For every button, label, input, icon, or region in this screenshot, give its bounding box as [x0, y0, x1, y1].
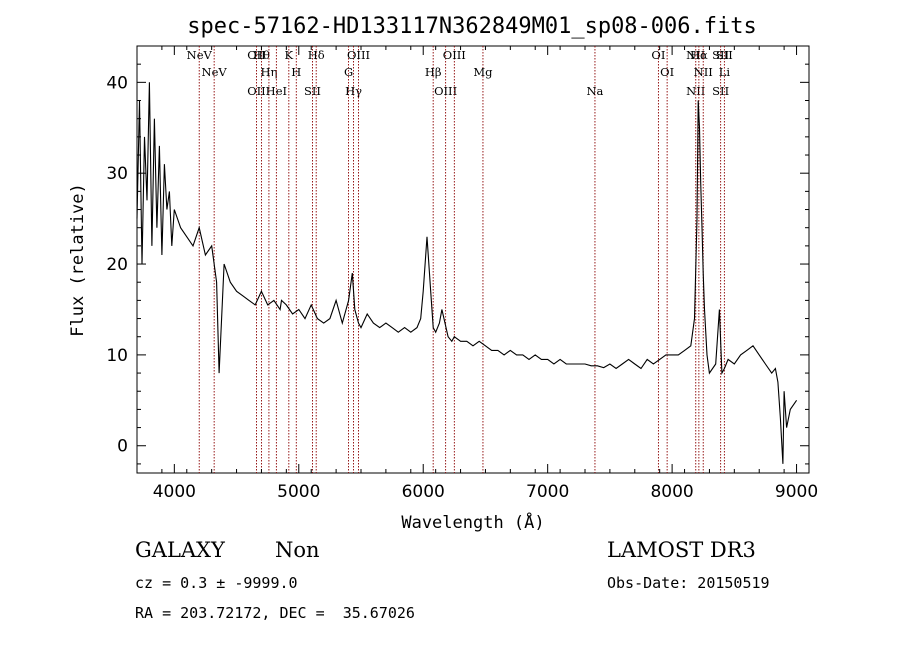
line-marker-label: SII	[712, 84, 729, 98]
line-marker-label: Hα	[690, 48, 708, 62]
x-tick-label: 9000	[775, 482, 818, 502]
line-marker-label: SII	[712, 48, 729, 62]
line-marker-label: K	[285, 48, 294, 62]
object-class: GALAXY	[135, 538, 225, 562]
y-tick-label: 10	[106, 346, 128, 366]
line-marker-label: OIII	[434, 84, 457, 98]
x-tick-label: 4000	[153, 482, 196, 502]
x-tick-label: 5000	[277, 482, 320, 502]
line-marker-label: HeI	[266, 84, 287, 98]
plot-frame	[136, 45, 810, 474]
line-marker-label: G	[344, 65, 353, 79]
x-tick-label: 6000	[402, 482, 445, 502]
line-marker-label: NII	[686, 48, 705, 62]
line-marker-label: Hθ	[253, 48, 270, 62]
line-marker-label: NeV	[202, 65, 228, 79]
x-axis-label: Wavelength (Å)	[401, 511, 544, 533]
line-marker-label: Hδ	[308, 48, 325, 62]
x-tick-label: 7000	[526, 482, 569, 502]
line-marker-label: NeV	[187, 48, 213, 62]
y-tick-label: 30	[106, 164, 128, 184]
coordinates-line: RA = 203.72172, DEC = 35.67026	[135, 604, 415, 622]
line-marker-label: Hγ	[345, 84, 362, 98]
y-axis-label: Flux (relative)	[68, 183, 88, 337]
y-tick-label: 0	[117, 437, 128, 457]
emission-line-markers: NeVNeVOIIOIIHθHηHeIKHSIIHδGHγOIIIHβOIIIO…	[187, 46, 733, 473]
x-tick-label: 8000	[650, 482, 693, 502]
line-marker-label: Hβ	[425, 65, 442, 79]
line-marker-label: Na	[586, 84, 603, 98]
flux-series-line	[136, 82, 798, 464]
y-tick-label: 20	[106, 255, 128, 275]
redshift-line: cz = 0.3 ± -9999.0	[135, 574, 298, 592]
line-marker-label: SII	[716, 48, 733, 62]
survey-name: LAMOST DR3	[607, 538, 756, 562]
object-subclass: Non	[275, 538, 320, 562]
line-marker-label: OII	[247, 84, 266, 98]
line-marker-label: Mg	[473, 65, 493, 79]
observation-date: Obs-Date: 20150519	[607, 574, 770, 592]
y-axis-ticks: 0 10 20 30 40	[106, 45, 809, 465]
line-marker-label: NII	[694, 65, 713, 79]
chart-title: spec-57162-HD133117N362849M01_sp08-006.f…	[187, 14, 757, 39]
line-marker-label: Hη	[260, 65, 277, 79]
line-marker-label: H	[291, 65, 301, 79]
line-marker-label: Li	[719, 65, 731, 79]
line-marker-label: NII	[686, 84, 705, 98]
y-tick-label: 40	[106, 73, 128, 93]
line-marker-label: OI	[651, 48, 665, 62]
line-marker-label: OIII	[347, 48, 370, 62]
line-marker-label: SII	[304, 84, 321, 98]
x-axis-ticks: 4000 5000 6000 7000 8000 9000	[136, 46, 818, 502]
line-marker-label: OIII	[443, 48, 466, 62]
line-marker-label: OI	[660, 65, 674, 79]
